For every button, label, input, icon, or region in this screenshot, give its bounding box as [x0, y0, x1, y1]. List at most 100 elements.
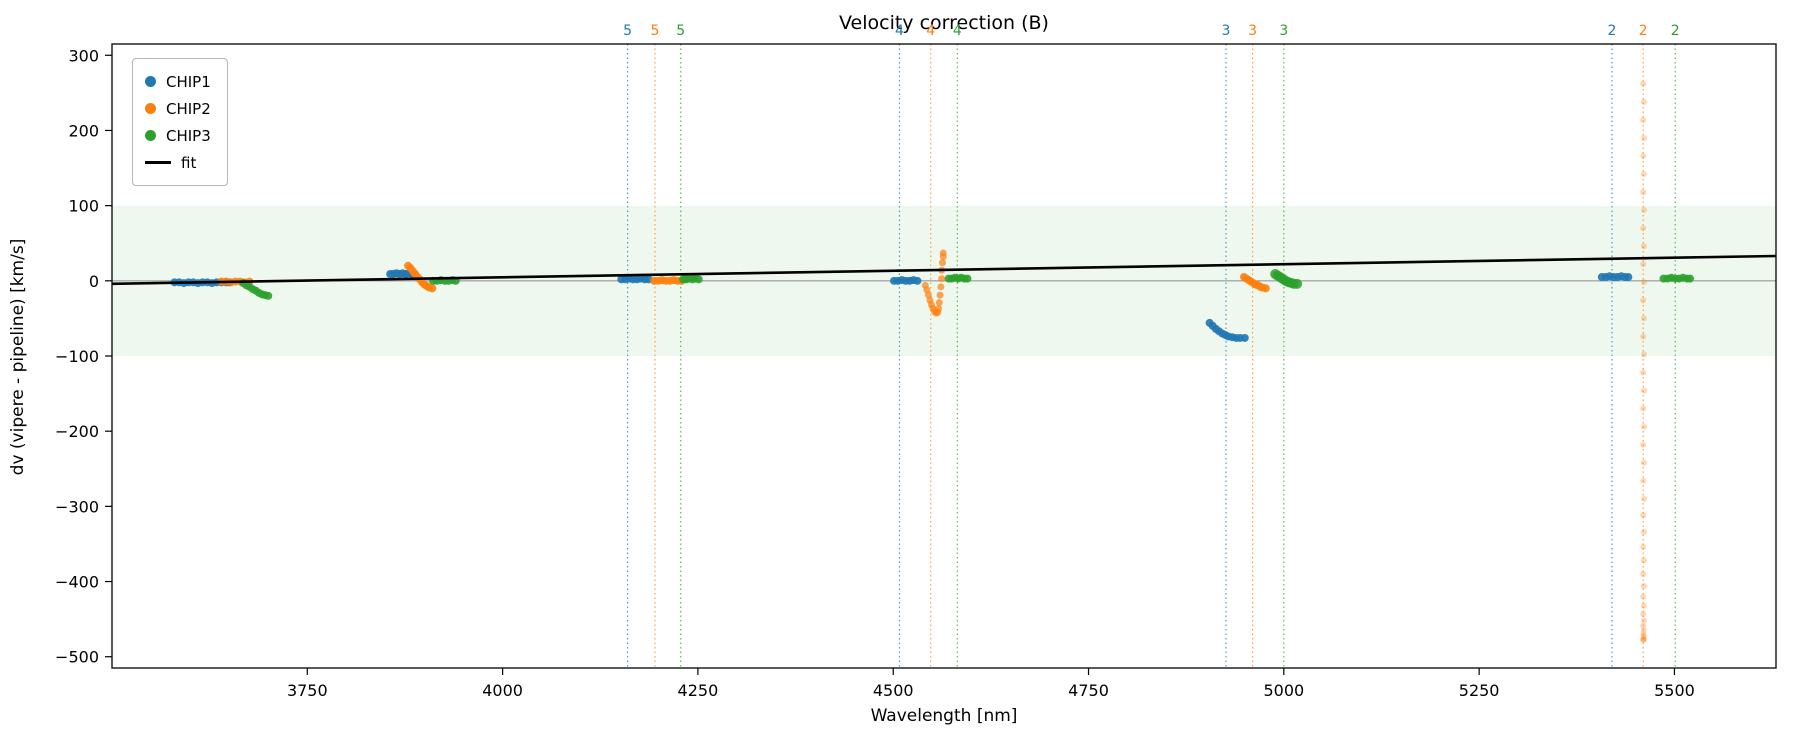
scatter-point-chip2: [1640, 441, 1647, 448]
scatter-point-chip2: [1640, 495, 1647, 502]
scatter-point-chip2: [938, 259, 946, 267]
legend-item-chip1: CHIP1: [145, 68, 211, 95]
scatter-point-chip1: [1240, 333, 1249, 342]
order-number-label: 3: [1222, 23, 1231, 39]
scatter-point-chip2: [1640, 171, 1647, 178]
scatter-point-chip2: [1640, 617, 1647, 624]
y-tick-label: −200: [55, 422, 99, 441]
scatter-point-chip2: [1640, 543, 1647, 550]
scatter-point-chip1: [913, 276, 922, 285]
scatter-point-chip2: [937, 283, 945, 291]
scatter-point-chip3: [264, 291, 273, 300]
scatter-point-chip3: [963, 274, 972, 283]
scatter-point-chip2: [1640, 637, 1647, 644]
x-tick-label: 4000: [482, 681, 523, 700]
scatter-point-chip2: [1261, 284, 1270, 293]
scatter-point-chip2: [1640, 610, 1647, 617]
order-number-label: 3: [1248, 23, 1257, 39]
scatter-point-chip2: [1640, 635, 1647, 642]
scatter-point-chip2: [1640, 571, 1647, 578]
legend-label-fit: fit: [181, 153, 197, 172]
chart-title: Velocity correction (B): [839, 12, 1049, 34]
scatter-point-chip2: [1640, 387, 1647, 394]
y-tick-label: 100: [68, 197, 99, 216]
scatter-point-chip2: [1640, 243, 1647, 250]
scatter-point-chip2: [1640, 134, 1647, 141]
y-tick-label: −100: [55, 347, 99, 366]
scatter-point-chip2: [1640, 207, 1647, 214]
scatter-point-chip2: [939, 249, 947, 257]
y-tick-label: 200: [68, 121, 99, 140]
scatter-point-chip2: [923, 286, 931, 294]
legend-label-chip3: CHIP3: [166, 126, 211, 145]
legend-item-fit: fit: [145, 149, 211, 176]
chip2-dot-marker: [145, 103, 156, 114]
y-axis-label: dv (vipere - pipeline) [km/s]: [8, 238, 28, 476]
scatter-point-chip2: [936, 291, 944, 299]
x-tick-label: 5000: [1263, 681, 1304, 700]
scatter-point-chip3: [1686, 274, 1695, 283]
chip3-dot-marker: [145, 130, 156, 141]
scatter-point-chip2: [1640, 622, 1647, 629]
scatter-point-chip2: [1640, 405, 1647, 412]
y-tick-label: −300: [55, 497, 99, 516]
scatter-point-chip2: [1640, 98, 1647, 105]
scatter-point-chip2: [1640, 602, 1647, 609]
x-tick-label: 4250: [678, 681, 719, 700]
scatter-point-chip2: [1640, 557, 1647, 564]
scatter-point-chip2: [1640, 315, 1647, 322]
x-tick-label: 3750: [287, 681, 328, 700]
scatter-point-chip2: [1640, 333, 1647, 340]
scatter-point-chip2: [1640, 261, 1647, 268]
scatter-point-chip2: [1640, 116, 1647, 123]
y-tick-label: −500: [55, 648, 99, 667]
order-number-label: 5: [623, 23, 632, 39]
scatter-point-chip2: [1640, 636, 1647, 643]
order-number-label: 5: [650, 23, 659, 39]
scatter-point-chip2: [1640, 593, 1647, 600]
scatter-point-chip2: [1640, 627, 1647, 634]
order-number-label: 2: [1671, 23, 1680, 39]
x-axis-label: Wavelength [nm]: [870, 706, 1018, 726]
scatter-point-chip2: [1640, 279, 1647, 286]
chip1-dot-marker: [145, 76, 156, 87]
x-tick-label: 4500: [873, 681, 914, 700]
order-number-label: 5: [676, 23, 685, 39]
scatter-point-chip2: [935, 299, 943, 307]
legend-item-chip2: CHIP2: [145, 95, 211, 122]
scatter-point-chip2: [1640, 351, 1647, 358]
scatter-point-chip2: [1640, 528, 1647, 535]
scatter-point-chip2: [924, 291, 932, 299]
scatter-point-chip2: [1640, 631, 1647, 638]
scatter-point-chip2: [1640, 297, 1647, 304]
scatter-point-chip2: [1640, 459, 1647, 466]
scatter-point-chip3: [694, 275, 703, 284]
scatter-point-chip2: [1640, 189, 1647, 196]
x-tick-label: 5500: [1654, 681, 1695, 700]
y-tick-label: −400: [55, 573, 99, 592]
x-tick-label: 5250: [1459, 681, 1500, 700]
scatter-point-chip2: [938, 275, 946, 283]
scatter-point-chip2: [1640, 423, 1647, 430]
fit-line-marker: [145, 161, 171, 164]
scatter-point-chip2: [935, 305, 943, 313]
order-number-label: 3: [1279, 23, 1288, 39]
legend-item-chip3: CHIP3: [145, 122, 211, 149]
order-number-label: 4: [953, 23, 962, 39]
scatter-point-chip2: [1640, 153, 1647, 160]
order-number-label: 2: [1639, 23, 1648, 39]
legend-label-chip1: CHIP1: [166, 72, 211, 91]
scatter-point-chip1: [1624, 273, 1633, 282]
scatter-point-chip2: [1640, 633, 1647, 640]
scatter-point-chip2: [1640, 477, 1647, 484]
scatter-point-chip2: [1640, 80, 1647, 87]
fit-line: [111, 254, 1777, 286]
scatter-point-chip3: [1292, 278, 1303, 289]
scatter-point-chip2: [1640, 225, 1647, 232]
order-number-label: 4: [895, 23, 904, 39]
scatter-point-chip2: [428, 284, 437, 293]
y-tick-label: 0: [89, 272, 99, 291]
legend-label-chip2: CHIP2: [166, 99, 211, 118]
